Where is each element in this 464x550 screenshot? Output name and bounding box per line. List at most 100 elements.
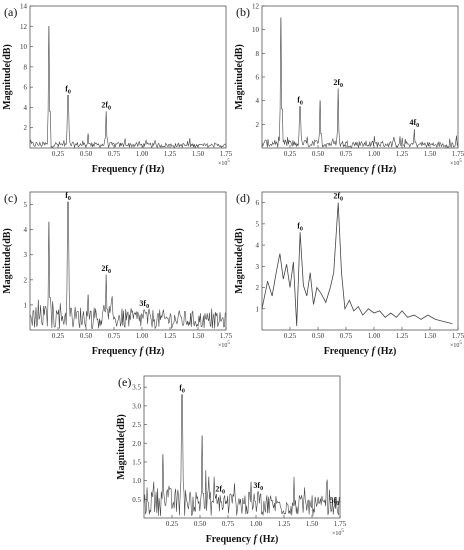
x-tick-label: 1.25 <box>396 150 409 158</box>
y-tick-label: 12 <box>20 23 28 31</box>
peak-label: f0 <box>65 84 71 95</box>
y-tick-label: 3.0 <box>132 402 141 410</box>
x-multiplier: ×105 <box>450 341 462 349</box>
chart-a: (a) 0.25 0.50 0.75 1.00 1.25 1.50 1.75 2 4 6 8 10 12 1… <box>2 3 233 176</box>
y-axis-label: Magnitude(dB) <box>2 228 13 294</box>
y-tick-label: 6 <box>256 199 260 207</box>
y-tick-label: 12 <box>252 3 260 11</box>
x-tick-label: 1.75 <box>220 150 233 158</box>
peak-label: f0 <box>297 221 303 232</box>
x-tick-label: 1.25 <box>396 332 409 340</box>
x-tick-label: 0.75 <box>340 332 353 340</box>
panel-label: (c) <box>4 191 17 205</box>
x-axis-label: Frequency f (Hz) <box>92 164 165 175</box>
y-axis-label: Magnitude(dB) <box>116 414 127 480</box>
x-tick-label: 0.25 <box>284 150 297 158</box>
x-tick-label: 1.25 <box>164 332 177 340</box>
x-axis-label: Frequency f (Hz) <box>206 534 279 545</box>
x-tick-label: 1.00 <box>368 332 381 340</box>
y-tick-label: 1 <box>24 301 28 309</box>
peak-label: 3f0 <box>139 299 149 310</box>
y-tick-label: 1.5 <box>132 458 141 466</box>
y-tick-label: 5 <box>256 220 260 228</box>
y-tick-label: 2 <box>24 276 28 284</box>
plot-frame <box>29 5 227 149</box>
peak-label: 2f0 <box>333 192 343 203</box>
y-tick-label: 5 <box>24 201 28 209</box>
x-tick-label: 1.50 <box>192 150 205 158</box>
x-tick-label: 0.50 <box>312 332 325 340</box>
peak-label: 2f0 <box>215 485 225 496</box>
spectrum-line <box>261 202 453 326</box>
x-tick-label: 1.25 <box>164 150 177 158</box>
y-tick-label: 4 <box>24 104 28 112</box>
y-tick-label: 2.5 <box>132 421 141 429</box>
peak-label: 2f0 <box>101 264 111 275</box>
panel-label: (e) <box>118 375 131 389</box>
peak-label: f0 <box>65 191 71 202</box>
plot-frame <box>261 191 459 331</box>
panel-label: (a) <box>4 5 17 19</box>
y-tick-label: 10 <box>20 43 28 51</box>
x-axis-label: Frequency f (Hz) <box>92 346 165 357</box>
y-tick-label: 6 <box>24 84 28 92</box>
y-tick-label: 6 <box>256 74 260 82</box>
y-tick-label: 8 <box>24 63 28 71</box>
x-tick-label: 0.50 <box>80 150 93 158</box>
y-tick-label: 1 <box>256 305 260 313</box>
x-tick-label: 1.50 <box>306 520 319 528</box>
x-tick-label: 1.00 <box>368 150 381 158</box>
chart-c: (c) 0.25 0.50 0.75 1.00 1.25 1.50 1.75 1 2 3 4 5 ×105… <box>2 191 233 357</box>
chart-b: (b) 0.25 0.50 0.75 1.00 1.25 1.50 1.75 2 4 6 8 10 12 ×… <box>234 3 464 176</box>
y-tick-label: 2 <box>256 121 260 129</box>
plot-frame <box>143 375 341 519</box>
x-tick-label: 0.25 <box>52 332 65 340</box>
y-tick-label: 2 <box>256 284 260 292</box>
y-axis-label: Magnitude(dB) <box>234 228 245 294</box>
x-tick-label: 0.75 <box>340 150 353 158</box>
x-multiplier: ×105 <box>218 159 230 167</box>
y-tick-label: 3 <box>24 251 28 259</box>
y-axis-label: Magnitude(dB) <box>2 44 13 110</box>
y-tick-label: 2 <box>24 124 28 132</box>
x-tick-label: 0.50 <box>312 150 325 158</box>
y-tick-label: 4 <box>256 242 260 250</box>
x-tick-label: 1.25 <box>278 520 291 528</box>
x-tick-label: 0.25 <box>52 150 65 158</box>
peak-label: 2f0 <box>333 78 343 89</box>
x-tick-label: 0.75 <box>222 520 235 528</box>
x-tick-label: 1.00 <box>136 332 149 340</box>
plot-frame <box>261 5 459 149</box>
y-axis-label: Magnitude(dB) <box>234 44 245 110</box>
peak-label: 2f0 <box>101 100 111 111</box>
x-tick-label: 1.75 <box>334 520 347 528</box>
x-tick-label: 1.75 <box>452 332 464 340</box>
x-tick-label: 1.00 <box>136 150 149 158</box>
y-tick-label: 0.5 <box>132 496 141 504</box>
y-tick-label: 2.0 <box>132 440 141 448</box>
x-tick-label: 0.25 <box>166 520 179 528</box>
x-tick-label: 0.75 <box>108 332 121 340</box>
x-tick-label: 0.75 <box>108 150 121 158</box>
chart-d: (d) 0.25 0.50 0.75 1.00 1.25 1.50 1.75 1 2 3 4 5 6 ×10… <box>234 191 464 357</box>
y-tick-label: 4 <box>24 226 28 234</box>
chart-e: (e) 0.25 0.50 0.75 1.00 1.25 1.50 1.75 0.5 1.0 1.5… <box>116 375 347 545</box>
panel-label: (d) <box>236 191 250 205</box>
spectrum-line <box>143 394 341 517</box>
y-tick-label: 3.5 <box>132 384 141 392</box>
peak-label: 5f0 <box>330 496 340 507</box>
y-tick-label: 10 <box>252 26 260 34</box>
peak-label: 4f0 <box>409 118 419 129</box>
x-multiplier: ×105 <box>218 341 230 349</box>
x-tick-label: 1.75 <box>452 150 464 158</box>
plot-frame <box>29 191 227 331</box>
peak-label: 3f0 <box>253 481 263 492</box>
y-tick-label: 14 <box>20 3 28 11</box>
x-multiplier: ×105 <box>332 529 344 537</box>
x-tick-label: 0.25 <box>284 332 297 340</box>
x-tick-label: 0.50 <box>194 520 207 528</box>
x-multiplier: ×105 <box>450 159 462 167</box>
x-tick-label: 1.00 <box>250 520 263 528</box>
y-tick-label: 4 <box>256 97 260 105</box>
